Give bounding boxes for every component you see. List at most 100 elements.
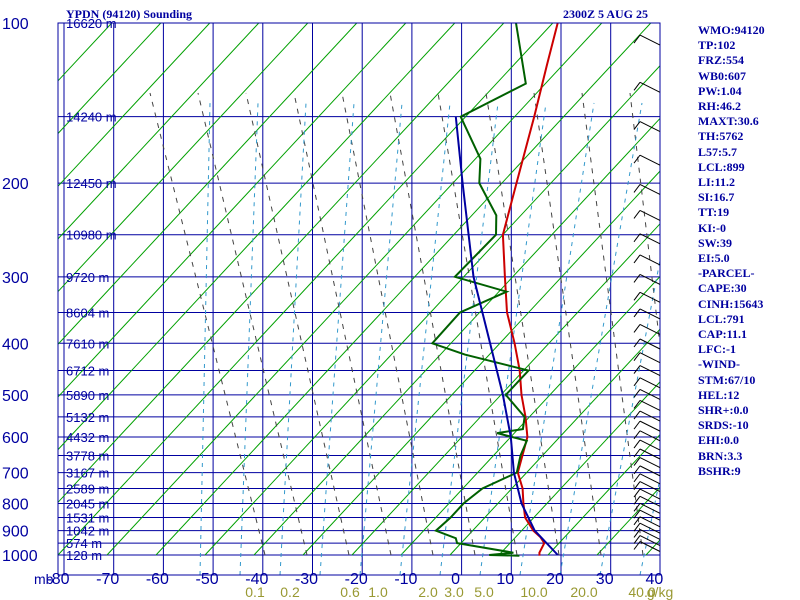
height-label: 16620 m	[66, 16, 117, 31]
isotherm-line	[58, 23, 407, 398]
index-line: PW:1.04	[698, 83, 742, 98]
isotherm-line	[58, 23, 456, 451]
isotherm-line	[58, 23, 358, 345]
isotherm-line	[204, 65, 660, 556]
mixing-ratio-line	[559, 102, 643, 575]
index-line: SRDS:-10	[698, 418, 749, 433]
wind-barb-staff	[639, 291, 661, 303]
wind-barb-staff	[639, 465, 661, 477]
wind-barb-staff	[639, 410, 661, 422]
dry-adiabat-line	[293, 92, 392, 556]
height-label: 2045 m	[66, 496, 109, 511]
height-label: 14240 m	[66, 110, 117, 125]
dry-adiabat-line	[149, 92, 266, 556]
index-line: FRZ:554	[698, 53, 744, 68]
wind-barb-staff	[639, 509, 661, 521]
isotherm-line	[58, 23, 260, 240]
wind-barb-flag	[633, 308, 641, 318]
mixing-ratio-line	[599, 257, 660, 575]
wind-barb-flag	[633, 465, 641, 475]
index-line: BSHR:9	[698, 463, 741, 478]
wind-barb-flag	[633, 516, 641, 526]
wind-barb-flag	[633, 389, 641, 398]
height-label: 7610 m	[66, 336, 109, 351]
x-tick-label: 40	[646, 571, 664, 588]
x-tick-label: 30	[596, 571, 614, 588]
index-line: CAP:11.1	[698, 327, 747, 342]
height-label: 1531 m	[66, 510, 109, 525]
dry-adiabat-line	[581, 92, 644, 556]
dry-adiabat-line	[341, 92, 434, 556]
isotherm-line	[547, 433, 660, 556]
wind-barb-flag	[633, 210, 641, 219]
mixing-ratio-line	[279, 102, 307, 575]
mixing-ratio-label: 0.2	[280, 584, 300, 600]
wind-barbs	[633, 34, 661, 552]
height-label: 12450 m	[66, 176, 117, 191]
index-line: L57:5.7	[698, 144, 737, 159]
wind-barb-staff	[639, 448, 661, 460]
x-tick-label: -80	[46, 571, 69, 588]
mixing-ratio-label: g/kg	[647, 584, 673, 600]
wind-barb-staff	[639, 439, 661, 451]
mixing-ratio-label: 1.0	[368, 584, 388, 600]
plot-area	[58, 23, 660, 575]
wind-barb-flag	[633, 184, 641, 193]
y-tick-label: 1000	[2, 548, 38, 565]
x-tick-label: 10	[496, 571, 514, 588]
x-unit-marker: mb	[34, 571, 54, 587]
chart-title: YPDN (94120) Sounding	[66, 7, 193, 21]
wind-barb-flag	[633, 34, 641, 44]
wind-barb-flag	[633, 254, 641, 264]
index-line: RH:46.2	[698, 99, 741, 114]
index-line: HEL:12	[698, 387, 740, 402]
index-line: STM:67/10	[698, 372, 756, 387]
indices-panel: WMO:94120 TP:102 FRZ:554 WB0:607 PW:1.04 RH:4…	[698, 23, 798, 479]
wind-barb-staff	[639, 338, 661, 350]
x-tick-label: -10	[394, 571, 417, 588]
wind-barb-staff	[639, 308, 661, 320]
index-line: CINH:15643	[698, 296, 764, 311]
isotherm-line	[498, 381, 660, 556]
isotherm-line	[58, 23, 211, 187]
mixing-ratio-label: 20.0	[570, 584, 597, 600]
wind-barb-flag	[633, 377, 641, 387]
index-line: -PARCEL-	[698, 266, 755, 281]
wind-barb-flag	[633, 509, 641, 519]
wind-barb-flag	[633, 529, 641, 538]
index-line: SI:16.7	[698, 190, 735, 205]
height-label: 5890 m	[66, 388, 109, 403]
mixing-ratio-label: 5.0	[474, 584, 494, 600]
wind-barb-staff	[639, 273, 661, 285]
wind-barb-staff	[639, 481, 661, 493]
wind-barb-staff	[639, 400, 661, 411]
y-tick-label: 400	[2, 336, 29, 353]
wind-barb-flag	[633, 274, 641, 283]
wind-barb-flag	[633, 496, 641, 505]
index-line: CAPE:30	[698, 281, 747, 296]
wind-barb-flag	[633, 439, 641, 449]
mixing-ratio-line	[399, 102, 451, 575]
mixing-ratio-line	[239, 102, 259, 575]
mixing-ratio-label: 0.1	[245, 584, 265, 600]
profile-line-1	[430, 23, 531, 557]
wind-barb-staff	[639, 529, 661, 540]
plot-frame	[57, 22, 661, 576]
wind-barb-staff	[639, 420, 661, 432]
height-label: 2589 m	[66, 482, 109, 497]
wind-barb-staff	[639, 121, 661, 133]
height-label: 128 m	[66, 548, 102, 563]
y-tick-label: 200	[2, 176, 29, 193]
height-label: 3167 m	[66, 466, 109, 481]
isotherm-line	[58, 23, 309, 293]
mixing-ratio-label: 40.0	[628, 584, 655, 600]
mixing-ratio-line	[319, 102, 355, 575]
wind-barb-staff	[639, 502, 661, 514]
index-line: BRN:3.3	[698, 448, 743, 463]
mixing-ratio-line	[519, 102, 595, 575]
mixing-ratio-label: 3.0	[444, 584, 464, 600]
chart-datetime: 2300Z 5 AUG 25	[563, 7, 649, 21]
index-line: LFC:-1	[698, 342, 736, 357]
wind-barb-staff	[639, 541, 661, 552]
